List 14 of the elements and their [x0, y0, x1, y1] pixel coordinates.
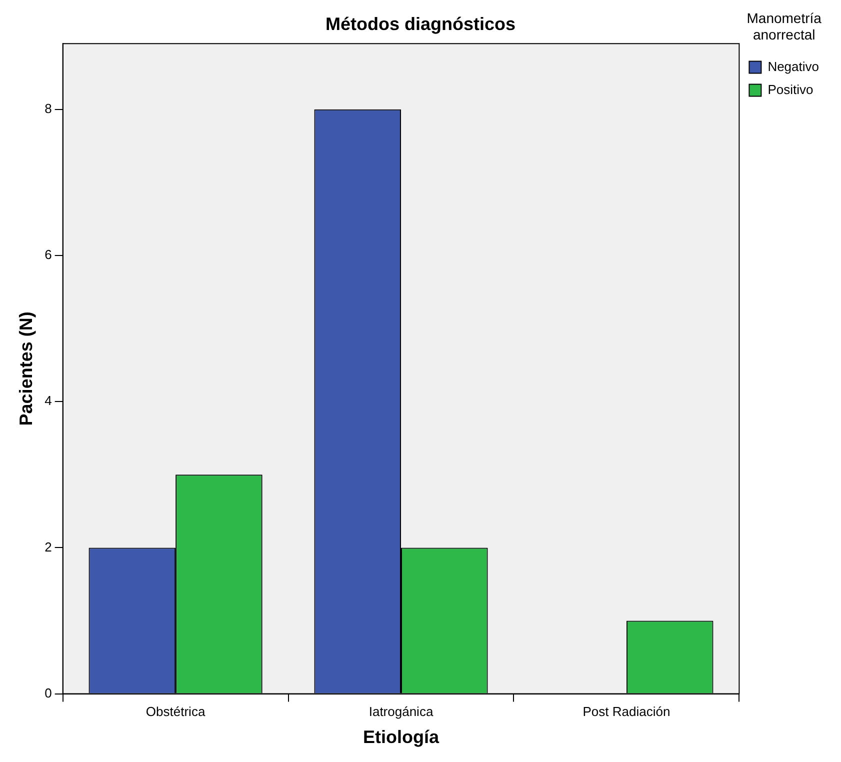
y-axis-title: Pacientes (N) [16, 312, 36, 426]
legend-label: Negativo [768, 58, 820, 74]
legend-label: Positivo [768, 82, 814, 97]
x-axis-title: Etiología [363, 727, 440, 748]
y-tick-label: 2 [44, 539, 52, 554]
y-tick-label: 0 [44, 685, 52, 700]
legend-title: Manometría anorrectal [746, 10, 822, 43]
chart-title: Métodos diagnósticos [325, 14, 516, 34]
y-tick-label: 6 [44, 247, 52, 262]
x-tick-label: Post Radiación [582, 704, 670, 720]
y-tick-label: 4 [44, 393, 52, 408]
x-tick-label: Iatrogánica [368, 704, 434, 720]
y-tick-label: 8 [44, 100, 52, 116]
x-tick-label: Obstétrica [146, 704, 206, 720]
